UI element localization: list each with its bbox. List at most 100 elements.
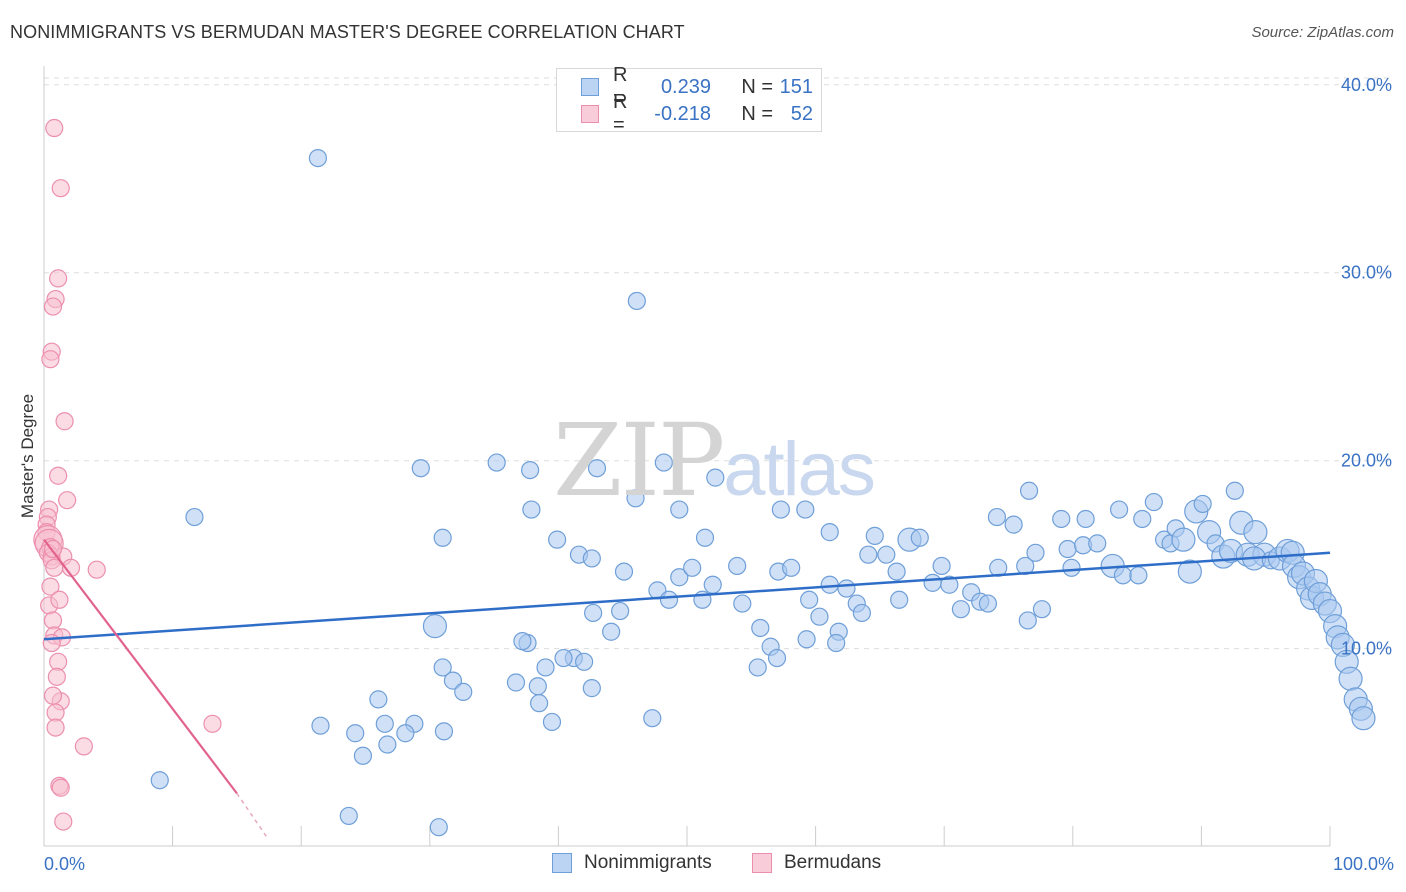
legend-swatch-pink [581,105,599,123]
point-nonimmigrants [1338,666,1363,691]
point-nonimmigrants [837,579,856,598]
point-nonimmigrants [1225,481,1244,500]
y-tick-label: 40.0% [1341,75,1392,95]
point-nonimmigrants [587,459,607,478]
point-bermudans [49,269,68,288]
legend-n-label: N = [741,75,773,98]
point-nonimmigrants [422,613,448,639]
point-bermudans [41,577,60,596]
point-nonimmigrants [654,453,673,472]
point-nonimmigrants [513,632,532,651]
point-nonimmigrants [1133,509,1152,529]
legend-r-label: R = [613,64,628,109]
point-nonimmigrants [396,724,415,743]
point-nonimmigrants [1088,534,1107,553]
point-bermudans [45,118,64,138]
point-nonimmigrants [1113,566,1133,585]
source-label: Source: ZipAtlas.com [1251,24,1394,41]
point-nonimmigrants [536,658,555,677]
point-bermudans [87,560,106,579]
point-nonimmigrants [369,690,388,709]
point-nonimmigrants [1052,509,1071,529]
legend-row-nonimmigrants: R = 0.239 N = 151 [581,64,813,109]
point-nonimmigrants [1058,539,1077,559]
point-nonimmigrants [1018,611,1037,630]
point-nonimmigrants [820,523,839,542]
point-nonimmigrants [728,556,747,576]
x-tick-label-max: 100.0% [1333,854,1394,874]
point-bermudans [49,652,68,671]
point-nonimmigrants [626,489,645,508]
point-nonimmigrants [1004,515,1023,534]
point-nonimmigrants [865,526,884,545]
x-tick-label-min: 0.0% [44,854,85,874]
trend-line-bermudans [43,538,238,795]
point-nonimmigrants [584,603,603,623]
point-nonimmigrants [643,709,662,728]
point-nonimmigrants [800,590,819,609]
point-nonimmigrants [311,716,330,735]
point-nonimmigrants [378,735,397,754]
point-bermudans [43,611,63,630]
point-nonimmigrants [695,528,715,547]
point-nonimmigrants [602,622,621,641]
point-nonimmigrants [820,575,839,594]
watermark: ZIPatlas [553,402,876,519]
point-nonimmigrants [782,558,801,577]
y-tick-label: 10.0% [1341,639,1392,659]
point-nonimmigrants [910,528,929,547]
legend-r-value: -0.218 [654,102,711,125]
point-nonimmigrants [614,562,634,581]
point-nonimmigrants [150,771,169,790]
point-bermudans [74,737,93,756]
point-bermudans [49,466,68,485]
legend-swatch-blue [581,78,599,96]
point-nonimmigrants [185,507,204,527]
legend-r-label: R = [613,91,628,136]
point-nonimmigrants [852,603,871,623]
point-nonimmigrants [1026,543,1045,562]
chart-title: NONIMMIGRANTS VS BERMUDAN MASTER'S DEGRE… [10,22,685,42]
trend-line-nonimmigrants [43,551,1331,641]
point-nonimmigrants [1351,706,1376,731]
point-nonimmigrants [434,722,454,741]
point-nonimmigrants [575,652,594,671]
point-nonimmigrants [748,658,767,677]
point-nonimmigrants [1032,600,1052,619]
point-bermudans [51,179,70,198]
point-nonimmigrants [1171,527,1196,552]
point-nonimmigrants [521,460,540,480]
trend-line-bermudans-extension [236,792,268,838]
point-nonimmigrants [627,291,646,311]
point-nonimmigrants [859,545,878,564]
point-nonimmigrants [923,573,942,592]
point-nonimmigrants [429,818,448,837]
point-nonimmigrants [548,530,567,549]
legend-r-value: 0.239 [660,75,711,98]
point-nonimmigrants [375,714,394,733]
point-bermudans [41,350,60,369]
point-nonimmigrants [987,507,1007,527]
point-nonimmigrants [582,679,601,698]
point-nonimmigrants [582,549,601,568]
point-bermudans [43,297,63,316]
point-nonimmigrants [951,600,971,619]
axes [43,66,1331,847]
legend-item-bermudans[interactable]: Bermudans [752,852,881,874]
point-nonimmigrants [1193,494,1212,514]
point-bermudans [58,491,77,510]
point-bermudans [42,633,61,653]
trend-lines [43,538,1331,838]
legend-swatch-blue [552,853,572,873]
legend-label-nonimmigrants: Nonimmigrants [584,852,712,873]
watermark-zip: ZIP [553,402,725,519]
point-nonimmigrants [1177,559,1202,584]
point-bermudans [47,667,66,686]
point-nonimmigrants [683,558,702,577]
y-tick-label: 30.0% [1341,263,1392,283]
point-nonimmigrants [530,694,549,713]
legend-row-bermudans: R = -0.218 N = 52 [581,91,813,136]
point-nonimmigrants [978,594,998,613]
legend-item-nonimmigrants[interactable]: Nonimmigrants [552,852,712,874]
point-nonimmigrants [611,601,630,621]
